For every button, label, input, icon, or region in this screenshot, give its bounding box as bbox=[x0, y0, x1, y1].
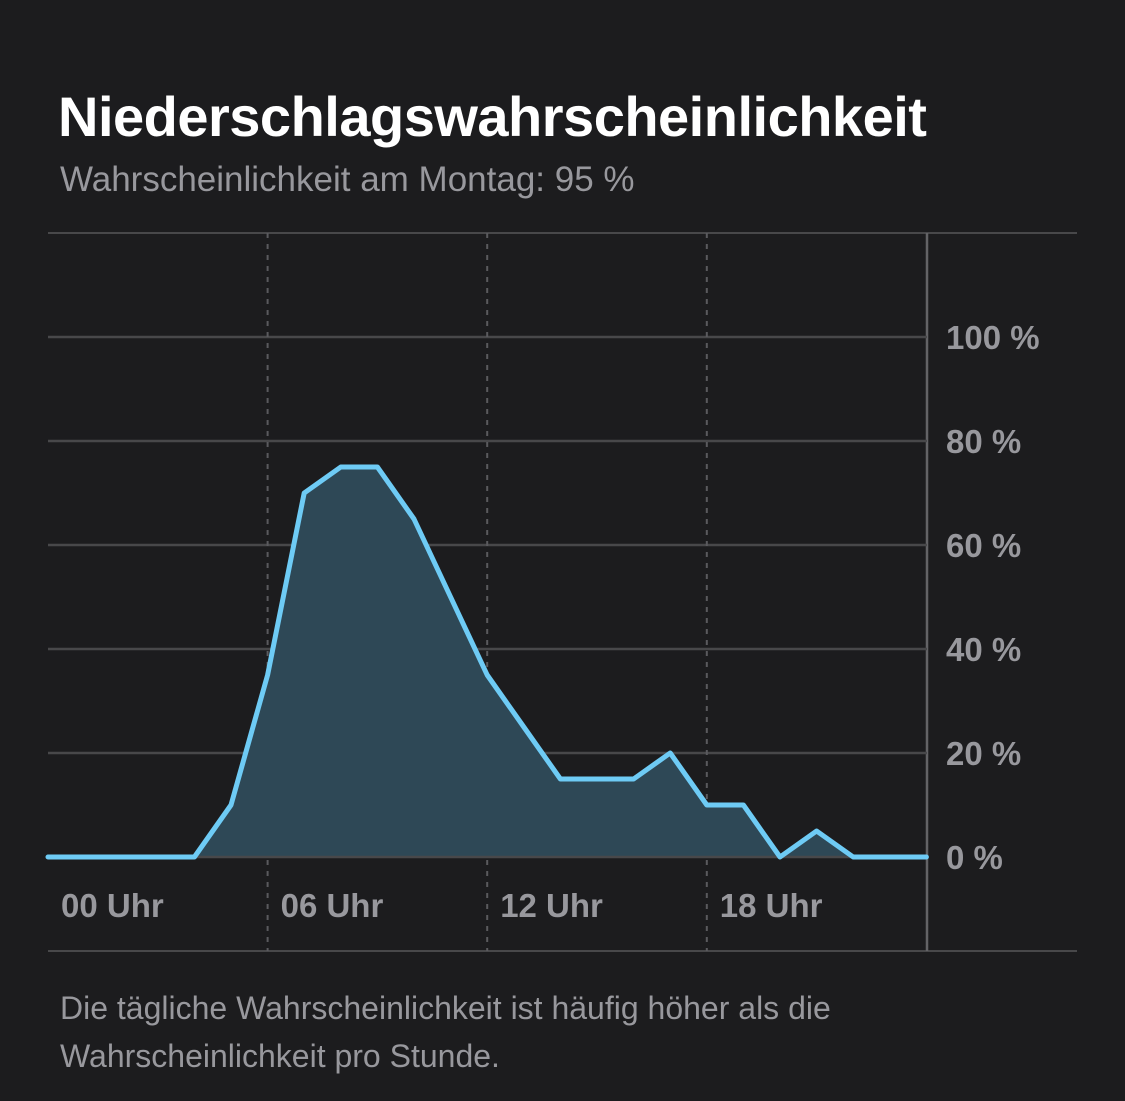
series-area bbox=[48, 467, 927, 857]
data-point-22 bbox=[853, 857, 854, 858]
y-tick-label: 100 % bbox=[946, 319, 1040, 356]
area-layer bbox=[45, 464, 929, 860]
data-point-24 bbox=[926, 857, 927, 858]
x-tick-label: 06 Uhr bbox=[281, 887, 384, 924]
y-tick-label: 20 % bbox=[946, 735, 1021, 772]
data-point-15 bbox=[597, 779, 598, 780]
page-title: Niederschlagswahrscheinlichkeit bbox=[58, 85, 927, 148]
data-point-20 bbox=[780, 857, 781, 858]
data-point-12 bbox=[487, 675, 488, 676]
data-point-17 bbox=[670, 753, 671, 754]
y-tick-label: 40 % bbox=[946, 631, 1021, 668]
data-point-3 bbox=[157, 857, 158, 858]
data-point-8 bbox=[340, 467, 341, 468]
data-point-7 bbox=[304, 493, 305, 494]
data-point-1 bbox=[84, 857, 85, 858]
data-point-0 bbox=[48, 857, 49, 858]
page-subtitle: Wahrscheinlichkeit am Montag: 95 % bbox=[60, 160, 635, 199]
footnote-text: Die tägliche Wahrscheinlichkeit ist häuf… bbox=[60, 990, 831, 1074]
data-point-21 bbox=[816, 831, 817, 832]
y-tick-label: 0 % bbox=[946, 839, 1003, 876]
data-point-10 bbox=[414, 519, 415, 520]
data-point-18 bbox=[706, 805, 707, 806]
data-point-14 bbox=[560, 779, 561, 780]
data-point-19 bbox=[743, 805, 744, 806]
data-point-5 bbox=[231, 805, 232, 806]
x-tick-label: 12 Uhr bbox=[500, 887, 603, 924]
x-tick-label: 18 Uhr bbox=[720, 887, 823, 924]
label-layer: 0 % 20 % 40 % 60 % 80 % 100 % 00 Uhr 06 Uhr 12 U… bbox=[61, 319, 1040, 924]
data-point-23 bbox=[889, 857, 890, 858]
data-point-16 bbox=[633, 779, 634, 780]
y-tick-label: 60 % bbox=[946, 527, 1021, 564]
x-tick-label: 00 Uhr bbox=[61, 887, 164, 924]
series-line bbox=[45, 464, 929, 860]
data-point-13 bbox=[523, 727, 524, 728]
y-tick-label: 80 % bbox=[946, 423, 1021, 460]
data-point-6 bbox=[267, 675, 268, 676]
data-point-2 bbox=[121, 857, 122, 858]
data-point-9 bbox=[377, 467, 378, 468]
data-point-4 bbox=[194, 857, 195, 858]
data-point-11 bbox=[450, 597, 451, 598]
